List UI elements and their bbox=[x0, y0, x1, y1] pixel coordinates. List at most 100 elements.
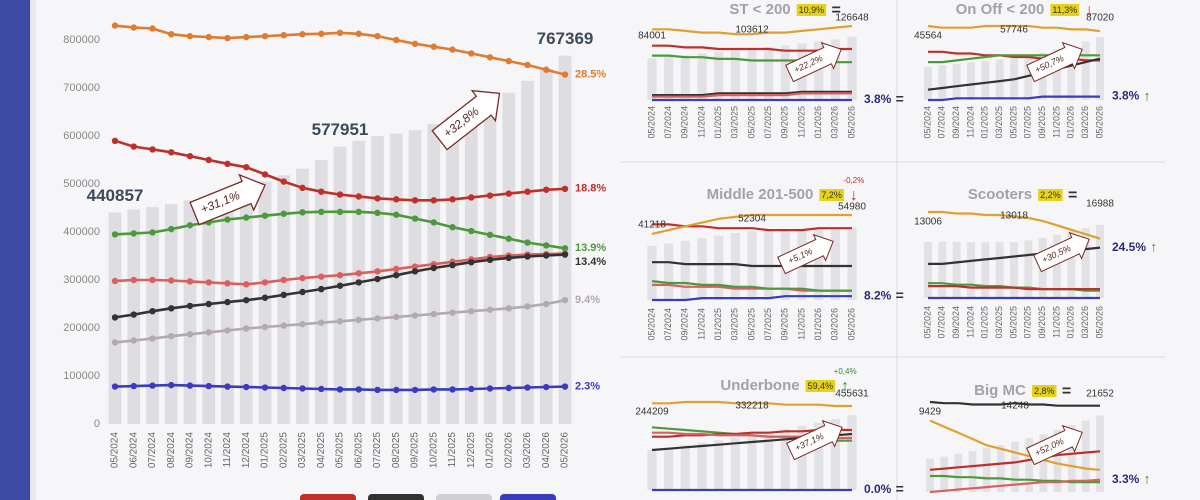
series-point bbox=[411, 197, 419, 204]
series-point bbox=[543, 383, 550, 391]
series-line bbox=[929, 450, 1101, 471]
x-tick-label: 05/2024 bbox=[646, 308, 656, 341]
x-tick-label: 08/2024 bbox=[166, 432, 177, 469]
series-point bbox=[205, 329, 212, 336]
series-point bbox=[261, 279, 269, 286]
growth-callout: +37,1% bbox=[786, 419, 843, 461]
series-point bbox=[168, 225, 175, 233]
panel-title: ST < 200 bbox=[729, 1, 790, 18]
bar bbox=[1011, 441, 1019, 492]
x-tick-label: 03/2025 bbox=[730, 308, 740, 341]
x-tick-label: 01/2026 bbox=[1066, 106, 1076, 139]
bar bbox=[714, 235, 724, 300]
x-tick-label: 06/2024 bbox=[128, 432, 139, 469]
series-point bbox=[149, 146, 156, 153]
bar bbox=[1039, 434, 1048, 492]
badge: 7,2% bbox=[821, 190, 842, 200]
series-point bbox=[243, 296, 250, 304]
end-label: 24.5% bbox=[1112, 240, 1146, 254]
series-point bbox=[149, 229, 156, 236]
series-point bbox=[243, 214, 250, 221]
growth-callout: +22,2% bbox=[785, 41, 842, 83]
bar bbox=[830, 228, 840, 300]
series-point bbox=[149, 308, 156, 315]
x-tick-label: 07/2025 bbox=[372, 432, 383, 469]
series-point bbox=[261, 323, 269, 331]
series-point bbox=[205, 279, 212, 286]
bar bbox=[714, 51, 724, 100]
series-point bbox=[561, 71, 569, 78]
bar bbox=[814, 41, 824, 100]
series-point bbox=[561, 383, 569, 390]
bar-label: 332218 bbox=[735, 401, 769, 412]
bar bbox=[1024, 55, 1033, 100]
growth-arrow bbox=[786, 419, 843, 461]
legend-button[interactable] bbox=[436, 494, 492, 500]
series-point bbox=[561, 245, 569, 252]
x-tick-label: 05/2026 bbox=[846, 106, 856, 139]
bar bbox=[954, 453, 963, 492]
series-point bbox=[543, 300, 550, 308]
bar-label: 14248 bbox=[1001, 401, 1029, 412]
x-tick-label: 02/2026 bbox=[503, 432, 514, 469]
series-point bbox=[111, 137, 119, 144]
bar-label: 41218 bbox=[638, 220, 666, 231]
bar bbox=[730, 437, 740, 490]
series-point bbox=[168, 31, 175, 38]
series-point bbox=[299, 274, 306, 282]
bar bbox=[647, 449, 657, 490]
series-line bbox=[652, 295, 852, 302]
bar bbox=[938, 65, 947, 100]
series-point bbox=[374, 32, 381, 40]
bar bbox=[1081, 420, 1090, 492]
x-tick-label: 03/2026 bbox=[1080, 306, 1090, 339]
bar-label: 87020 bbox=[1086, 13, 1114, 24]
series-point bbox=[524, 188, 531, 195]
series-point bbox=[168, 332, 175, 340]
series-point bbox=[430, 197, 437, 204]
bar-label: 52304 bbox=[738, 214, 766, 225]
series-point bbox=[393, 265, 400, 273]
end-label: 3.8% bbox=[1112, 89, 1140, 103]
bar bbox=[664, 447, 674, 490]
bar bbox=[221, 191, 234, 424]
series-point bbox=[186, 302, 194, 310]
end-label: 3.3% bbox=[1112, 472, 1140, 486]
legend-button[interactable] bbox=[300, 494, 356, 500]
bar bbox=[427, 124, 441, 424]
x-tick-label: 05/2025 bbox=[746, 308, 756, 341]
series-line bbox=[927, 57, 1101, 91]
legend-button[interactable] bbox=[368, 494, 424, 500]
series-point bbox=[318, 30, 325, 37]
series-line bbox=[928, 210, 1101, 240]
x-tick-label: 11/2025 bbox=[1051, 106, 1061, 138]
series-point bbox=[449, 261, 456, 269]
bar bbox=[847, 415, 857, 490]
legend-button[interactable] bbox=[500, 494, 556, 500]
bar bbox=[697, 442, 707, 490]
x-tick-label: 03/2025 bbox=[297, 432, 308, 469]
badge: 2,2% bbox=[1040, 190, 1061, 200]
series-point bbox=[130, 230, 137, 237]
growth-arrow bbox=[1033, 231, 1090, 273]
x-tick-label: 04/2025 bbox=[316, 432, 327, 469]
badge-bg bbox=[1050, 4, 1080, 16]
series-point bbox=[243, 164, 250, 171]
series-point bbox=[374, 386, 381, 394]
bar bbox=[952, 241, 961, 298]
series-point bbox=[111, 277, 119, 285]
bar bbox=[714, 440, 724, 490]
bar bbox=[814, 422, 824, 490]
bar-label: 13006 bbox=[914, 217, 942, 228]
series-point bbox=[393, 272, 400, 279]
series-point bbox=[149, 335, 156, 342]
bar bbox=[847, 37, 857, 100]
series-point bbox=[299, 31, 306, 38]
series-point bbox=[168, 381, 175, 389]
series-point bbox=[336, 272, 344, 279]
series-point bbox=[299, 184, 306, 192]
x-tick-label: 09/2025 bbox=[410, 432, 421, 469]
badge-bg bbox=[1038, 189, 1063, 201]
bar bbox=[697, 238, 707, 300]
